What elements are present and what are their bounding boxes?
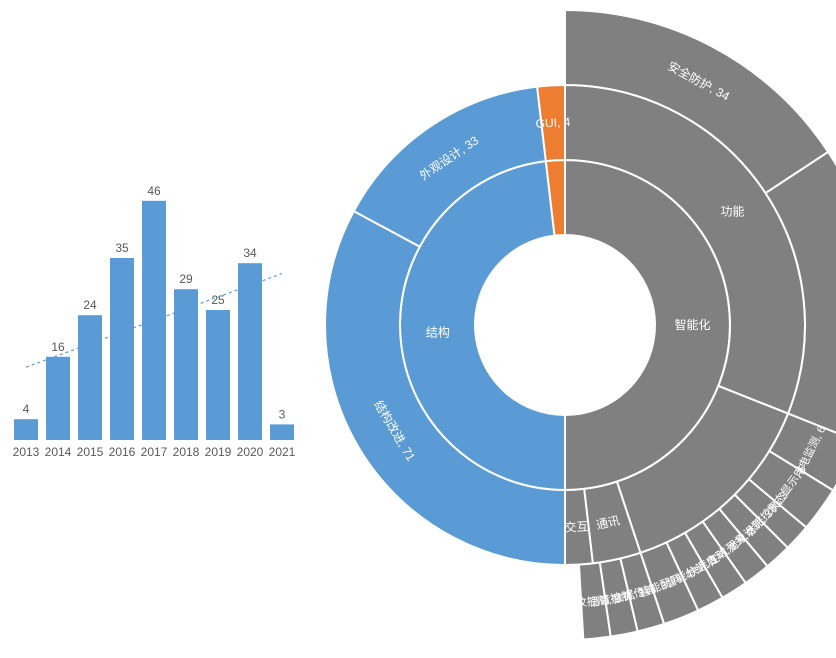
bar-value-label: 4 xyxy=(23,402,30,416)
bar-value-label: 46 xyxy=(147,184,161,198)
bar-category-label: 2017 xyxy=(141,445,168,459)
ring1-label: 智能化 xyxy=(674,317,710,332)
ring1-label: 结构 xyxy=(426,324,450,339)
bar-value-label: 25 xyxy=(211,293,225,307)
bar-value-label: 24 xyxy=(83,298,97,312)
bar xyxy=(206,310,230,440)
bar xyxy=(174,289,198,440)
bar-value-label: 34 xyxy=(243,246,257,260)
bar xyxy=(238,263,262,440)
bar xyxy=(142,201,166,440)
bar-category-label: 2018 xyxy=(173,445,200,459)
bar-category-label: 2021 xyxy=(269,445,296,459)
bar xyxy=(110,258,134,440)
bar-chart: 4 2013 16 2014 24 2015 35 2016 46 2017 29 2018 25 201… xyxy=(13,184,296,459)
bar-category-label: 2015 xyxy=(77,445,104,459)
bar-category-label: 2019 xyxy=(205,445,232,459)
ring2-label: 功能 xyxy=(721,204,745,218)
bar-category-label: 2016 xyxy=(109,445,136,459)
bar-category-label: 2014 xyxy=(45,445,72,459)
sunburst-chart xyxy=(325,10,836,639)
bar-value-label: 3 xyxy=(279,407,286,421)
bar-category-label: 2013 xyxy=(13,445,40,459)
bar-category-label: 2020 xyxy=(237,445,264,459)
ring2-label: 交互 xyxy=(564,518,589,534)
bar xyxy=(14,419,38,440)
bar xyxy=(46,357,70,440)
bar-value-label: 16 xyxy=(51,340,65,354)
bar xyxy=(78,315,102,440)
bar xyxy=(270,424,294,440)
chart-canvas: 4 2013 16 2014 24 2015 35 2016 46 2017 29 2018 25 201… xyxy=(0,0,836,658)
ring2-label: GUI, 4 xyxy=(535,115,571,131)
bar-value-label: 35 xyxy=(115,241,129,255)
bar-value-label: 29 xyxy=(179,272,193,286)
